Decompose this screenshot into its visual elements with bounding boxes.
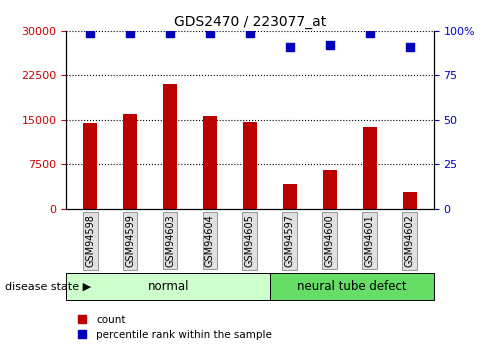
Bar — [270, 273, 434, 300]
Bar — [163, 84, 177, 209]
Text: GSM94601: GSM94601 — [365, 214, 375, 267]
Text: GSM94604: GSM94604 — [205, 214, 215, 267]
Bar — [123, 114, 137, 209]
Point — [406, 44, 414, 50]
Text: GSM94602: GSM94602 — [405, 214, 415, 267]
Legend: count, percentile rank within the sample: count, percentile rank within the sample — [72, 315, 272, 340]
Text: GSM94597: GSM94597 — [285, 214, 295, 267]
Bar — [243, 122, 257, 209]
Bar — [403, 192, 416, 209]
Text: GSM94600: GSM94600 — [325, 214, 335, 267]
Text: neural tube defect: neural tube defect — [297, 280, 407, 293]
Point — [366, 30, 374, 36]
Point — [126, 30, 134, 36]
Bar — [283, 184, 297, 209]
Bar — [323, 170, 337, 209]
Bar — [203, 116, 217, 209]
Point — [206, 30, 214, 36]
Point — [86, 30, 94, 36]
Text: GSM94605: GSM94605 — [245, 214, 255, 267]
Text: GSM94603: GSM94603 — [165, 214, 175, 267]
Point — [166, 30, 174, 36]
Bar — [83, 123, 97, 209]
Point — [246, 30, 254, 36]
Text: disease state ▶: disease state ▶ — [5, 282, 91, 291]
Bar — [363, 127, 377, 209]
Text: GSM94599: GSM94599 — [125, 214, 135, 267]
Bar — [66, 273, 270, 300]
Point — [286, 44, 294, 50]
Point — [326, 42, 334, 48]
Text: normal: normal — [147, 280, 189, 293]
Title: GDS2470 / 223077_at: GDS2470 / 223077_at — [174, 14, 326, 29]
Text: GSM94598: GSM94598 — [85, 214, 95, 267]
